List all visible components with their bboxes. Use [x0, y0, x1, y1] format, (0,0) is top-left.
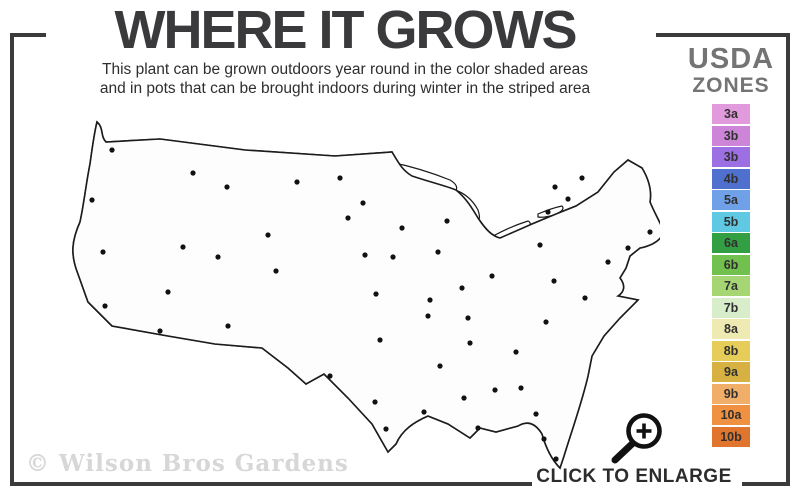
city-dot [582, 295, 588, 301]
legend-swatch-6b: 6b [712, 254, 750, 275]
city-dot [224, 184, 230, 190]
city-dot [427, 297, 433, 303]
city-dot [327, 373, 333, 379]
frame-gap-top [46, 31, 656, 40]
city-dot [165, 289, 171, 295]
city-dot [102, 303, 108, 309]
legend-swatch-8b: 8b [712, 340, 750, 361]
city-dot [89, 197, 95, 203]
city-dot [373, 291, 379, 297]
page-subtitle: This plant can be grown outdoors year ro… [30, 60, 660, 98]
city-dot [533, 411, 539, 417]
city-dot [215, 254, 221, 260]
legend-title-zones: ZONES [692, 74, 770, 97]
legend-swatch-7b: 7b [712, 297, 750, 318]
city-dot [541, 436, 547, 442]
city-dot [109, 147, 115, 153]
frame-gap-bottom [532, 478, 742, 489]
city-dot [461, 395, 467, 401]
city-dot [492, 387, 498, 393]
city-dot [489, 273, 495, 279]
city-dots [89, 147, 653, 462]
us-outline-stroke [72, 121, 660, 469]
city-dot [565, 196, 571, 202]
city-dot [551, 278, 557, 284]
city-dot [362, 252, 368, 258]
city-dot [467, 340, 473, 346]
city-dot [372, 399, 378, 405]
city-dot [475, 425, 481, 431]
legend-swatch-5b: 5b [712, 211, 750, 232]
city-dot [383, 426, 389, 432]
zone-swatch-column: 3a 3b 3b 4b 5a 5b 6a 6b 7a 7b 8a 8b 9a 9b 10a 10b [712, 104, 750, 447]
usda-zones-legend: USDA ZONES 3a 3b 3b 4b 5a 5b 6a 6b 7a 7b 8a 8b 9a 9b 1… [676, 44, 786, 448]
city-dot [543, 319, 549, 325]
legend-swatch-3b: 3b [712, 125, 750, 146]
city-dot [273, 268, 279, 274]
legend-swatch-9b: 9b [712, 383, 750, 404]
city-dot [399, 225, 405, 231]
city-dot [294, 179, 300, 185]
legend-swatch-3a: 3a [712, 104, 750, 124]
legend-swatch-10b: 10b [712, 426, 750, 447]
city-dot [180, 244, 186, 250]
city-dot [444, 218, 450, 224]
city-dot [157, 328, 163, 334]
legend-swatch-9a: 9a [712, 362, 750, 382]
usda-zone-map[interactable] [15, 106, 660, 476]
legend-swatch-3b: 3b [712, 147, 750, 167]
watermark: © Wilson Bros Gardens [26, 450, 349, 477]
city-dot [345, 215, 351, 221]
city-dot [465, 315, 471, 321]
legend-swatch-7a: 7a [712, 276, 750, 296]
city-dot [265, 232, 271, 238]
city-dot [100, 249, 106, 255]
city-dot [605, 259, 611, 265]
page-title: WHERE IT GROWS [114, 0, 578, 60]
city-dot [579, 175, 585, 181]
city-dot [545, 209, 551, 215]
city-dot [337, 175, 343, 181]
legend-title-usda: USDA [687, 43, 775, 75]
city-dot [390, 254, 396, 260]
city-dot [553, 456, 559, 462]
city-dot [425, 313, 431, 319]
city-dot [435, 249, 441, 255]
legend-swatch-6a: 6a [712, 233, 750, 253]
legend-swatch-4b: 4b [712, 168, 750, 189]
city-dot [421, 409, 427, 415]
city-dot [437, 363, 443, 369]
city-dot [647, 229, 653, 235]
city-dot [360, 200, 366, 206]
city-dot [377, 337, 383, 343]
legend-swatch-8a: 8a [712, 319, 750, 339]
magnifier-plus-icon[interactable] [606, 407, 668, 467]
legend-swatch-10a: 10a [712, 405, 750, 425]
city-dot [552, 184, 558, 190]
legend-swatch-5a: 5a [712, 190, 750, 210]
subtitle-line-2: and in pots that can be brought indoors … [99, 80, 591, 97]
city-dot [459, 285, 465, 291]
city-dot [625, 245, 631, 251]
city-dot [190, 170, 196, 176]
click-to-enlarge-button[interactable]: CLICK TO ENLARGE [536, 466, 732, 487]
city-dot [537, 242, 543, 248]
city-dot [225, 323, 231, 329]
subtitle-line-1: This plant can be grown outdoors year ro… [102, 61, 588, 78]
city-dot [518, 385, 524, 391]
city-dot [513, 349, 519, 355]
